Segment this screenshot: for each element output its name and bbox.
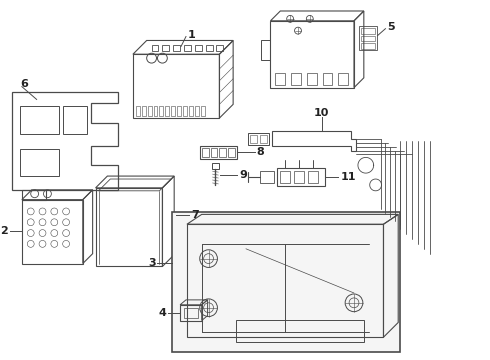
Bar: [248, 133, 270, 145]
Bar: [294, 171, 304, 183]
Bar: [291, 73, 301, 85]
Bar: [162, 45, 169, 51]
Bar: [260, 171, 274, 183]
Bar: [308, 171, 318, 183]
Bar: [382, 271, 393, 279]
Bar: [184, 308, 198, 318]
Text: 11: 11: [340, 172, 356, 182]
Bar: [202, 148, 209, 157]
Text: 4: 4: [158, 308, 166, 318]
Bar: [20, 149, 59, 176]
Bar: [173, 45, 180, 51]
Bar: [153, 106, 157, 116]
Bar: [171, 106, 175, 116]
Text: 6: 6: [20, 79, 28, 89]
Bar: [201, 106, 205, 116]
Bar: [63, 106, 87, 134]
Text: 5: 5: [388, 22, 395, 32]
Bar: [382, 283, 393, 291]
Text: 7: 7: [191, 210, 198, 220]
Text: 10: 10: [314, 108, 329, 118]
Bar: [280, 171, 290, 183]
Bar: [361, 28, 375, 33]
Bar: [136, 106, 140, 116]
Bar: [165, 106, 169, 116]
Text: 2: 2: [0, 226, 8, 236]
Text: 3: 3: [148, 257, 155, 267]
Bar: [177, 106, 181, 116]
Bar: [307, 73, 317, 85]
Bar: [20, 106, 59, 134]
Bar: [151, 45, 158, 51]
Bar: [189, 106, 193, 116]
Bar: [217, 45, 223, 51]
Text: 1: 1: [188, 30, 196, 40]
Text: 8: 8: [257, 148, 265, 157]
Bar: [220, 148, 226, 157]
Bar: [206, 45, 213, 51]
Bar: [195, 45, 202, 51]
Bar: [180, 305, 202, 320]
Bar: [382, 260, 393, 267]
Bar: [260, 135, 267, 143]
Bar: [338, 73, 348, 85]
Bar: [228, 148, 235, 157]
Bar: [277, 168, 324, 186]
Bar: [159, 106, 163, 116]
Text: 9: 9: [239, 170, 247, 180]
Bar: [142, 106, 146, 116]
Bar: [211, 148, 218, 157]
Bar: [183, 106, 187, 116]
Bar: [361, 36, 375, 41]
Bar: [359, 26, 377, 50]
Bar: [200, 145, 237, 159]
Bar: [147, 106, 151, 116]
Bar: [361, 44, 375, 49]
Bar: [322, 73, 332, 85]
Bar: [172, 212, 400, 352]
Bar: [195, 106, 199, 116]
Bar: [275, 73, 285, 85]
Bar: [212, 163, 220, 169]
Bar: [184, 45, 191, 51]
Bar: [250, 135, 257, 143]
